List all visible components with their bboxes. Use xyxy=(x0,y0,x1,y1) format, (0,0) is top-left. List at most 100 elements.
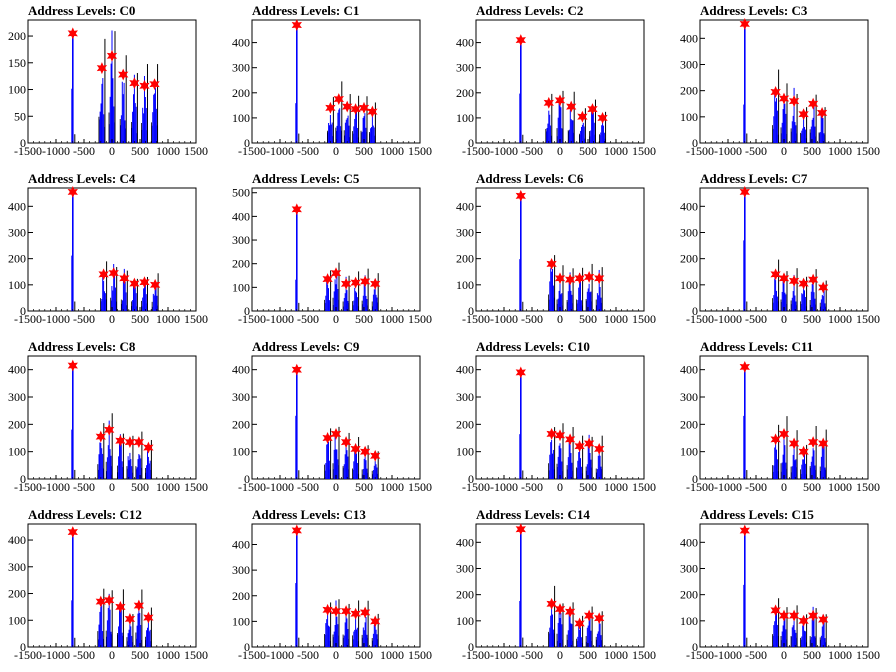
x-tick-label: 1000 xyxy=(380,648,404,662)
y-tick-label: 400 xyxy=(456,36,474,50)
x-tick-label: 500 xyxy=(355,312,373,326)
peak-marker xyxy=(807,273,819,286)
peak-marker xyxy=(350,276,361,289)
peak-marker xyxy=(818,281,829,294)
x-tick-label: -500 xyxy=(745,648,767,662)
peak-marker xyxy=(788,95,800,108)
histogram-cluster xyxy=(352,600,360,647)
y-tick-label: 400 xyxy=(8,363,26,377)
x-tick-label: 500 xyxy=(355,480,373,494)
histogram-cluster xyxy=(71,365,76,479)
y-tick-label: 100 xyxy=(8,83,26,97)
peak-marker xyxy=(104,423,115,436)
peak-marker xyxy=(788,437,800,450)
x-tick-label: -1500 xyxy=(686,480,714,494)
histogram-cluster xyxy=(780,83,788,143)
histogram-cluster xyxy=(327,97,334,143)
chart-svg: -1500 -1000 -500 0 500 1000 1500 0 100 200 300 400 xyxy=(456,355,656,494)
chart-svg: -1500 -1000 -500 0 500 1000 1500 0 100 200 300 400 xyxy=(232,19,432,158)
chart-title: Address Levels: C11 xyxy=(700,339,814,354)
peak-marker xyxy=(67,359,78,372)
histogram-cluster xyxy=(519,372,524,479)
peak-marker xyxy=(133,436,145,449)
x-tick-label: 0 xyxy=(557,648,563,662)
y-tick-label: 300 xyxy=(680,390,698,404)
x-tick-label: 1500 xyxy=(408,648,432,662)
peak-marker xyxy=(124,612,136,625)
y-tick-label: 100 xyxy=(8,445,26,459)
histogram-cluster xyxy=(97,588,105,647)
histogram-cluster xyxy=(790,87,798,143)
peak-marker xyxy=(807,609,819,622)
histogram-panel-c3: Address Levels: C3 -1500 -1000 -500 0 500 1000… xyxy=(672,0,896,168)
histogram-cluster xyxy=(71,532,76,647)
x-tick-label: -1000 xyxy=(714,648,742,662)
x-tick-label: -500 xyxy=(73,480,95,494)
peak-marker xyxy=(350,607,361,620)
peak-marker xyxy=(291,363,302,376)
peak-marker xyxy=(291,524,302,537)
y-tick-label: 100 xyxy=(680,445,698,459)
x-tick-label: -500 xyxy=(73,648,95,662)
peak-marker xyxy=(554,429,566,442)
y-tick-label: 300 xyxy=(8,390,26,404)
histogram-cluster xyxy=(110,264,118,311)
y-tick-label: 500 xyxy=(232,186,250,200)
peak-marker xyxy=(554,603,566,615)
y-tick-label: 400 xyxy=(456,363,474,377)
histogram-cluster xyxy=(790,430,798,479)
histogram-cluster xyxy=(566,602,574,647)
histogram-cluster xyxy=(519,40,524,143)
peak-marker xyxy=(106,49,118,62)
histogram-cluster xyxy=(108,30,116,143)
y-tick-label: 0 xyxy=(692,472,698,486)
y-tick-label: 0 xyxy=(244,136,250,150)
x-tick-label: 0 xyxy=(781,648,787,662)
y-tick-label: 200 xyxy=(232,417,250,431)
histogram-cluster xyxy=(361,600,369,647)
x-tick-label: -1000 xyxy=(42,648,70,662)
histogram-panel-c5: Address Levels: C5 -1500 -1000 -500 0 500 1000… xyxy=(224,168,448,336)
histogram-panel-c11: Address Levels: C11 -1500 -1000 -500 0 500 100… xyxy=(672,336,896,504)
histogram-cluster xyxy=(556,603,564,647)
x-tick-label: 1500 xyxy=(632,312,656,326)
peak-marker xyxy=(594,272,605,285)
peak-marker xyxy=(583,437,595,450)
x-tick-label: 500 xyxy=(131,312,149,326)
histogram-cluster xyxy=(790,268,798,311)
peak-marker xyxy=(370,277,381,290)
histogram-panel-c8: Address Levels: C8 -1500 -1000 -500 0 500 1000… xyxy=(0,336,224,504)
histogram-cluster xyxy=(295,25,300,143)
peak-marker xyxy=(798,108,809,121)
peak-marker xyxy=(118,68,129,81)
histogram-cluster xyxy=(819,429,827,479)
x-tick-label: -1000 xyxy=(490,312,518,326)
y-tick-label: 200 xyxy=(232,86,250,100)
peak-marker xyxy=(818,613,829,626)
peak-marker xyxy=(95,595,106,608)
y-tick-label: 200 xyxy=(680,252,698,266)
peak-marker xyxy=(340,436,352,449)
x-tick-label: -1000 xyxy=(42,312,70,326)
x-tick-label: 1500 xyxy=(632,648,656,662)
x-tick-label: -500 xyxy=(521,648,543,662)
x-tick-label: 500 xyxy=(579,480,597,494)
x-tick-label: 500 xyxy=(803,312,821,326)
x-tick-label: 500 xyxy=(579,144,597,158)
x-tick-label: 1000 xyxy=(604,312,628,326)
peak-marker xyxy=(778,272,790,285)
peak-marker xyxy=(340,277,352,290)
histogram-cluster xyxy=(743,23,748,143)
peak-marker xyxy=(583,609,595,622)
peak-marker xyxy=(149,78,160,91)
peak-marker xyxy=(739,524,750,537)
x-tick-label: 0 xyxy=(109,480,115,494)
chart-svg: -1500 -1000 -500 0 500 1000 1500 0 100 200 300 400 xyxy=(680,523,880,662)
x-tick-label: 1000 xyxy=(380,480,404,494)
peak-marker xyxy=(788,274,800,287)
y-tick-label: 0 xyxy=(692,136,698,150)
peak-marker xyxy=(291,203,302,216)
peak-marker xyxy=(739,185,750,198)
peak-marker xyxy=(108,267,119,279)
